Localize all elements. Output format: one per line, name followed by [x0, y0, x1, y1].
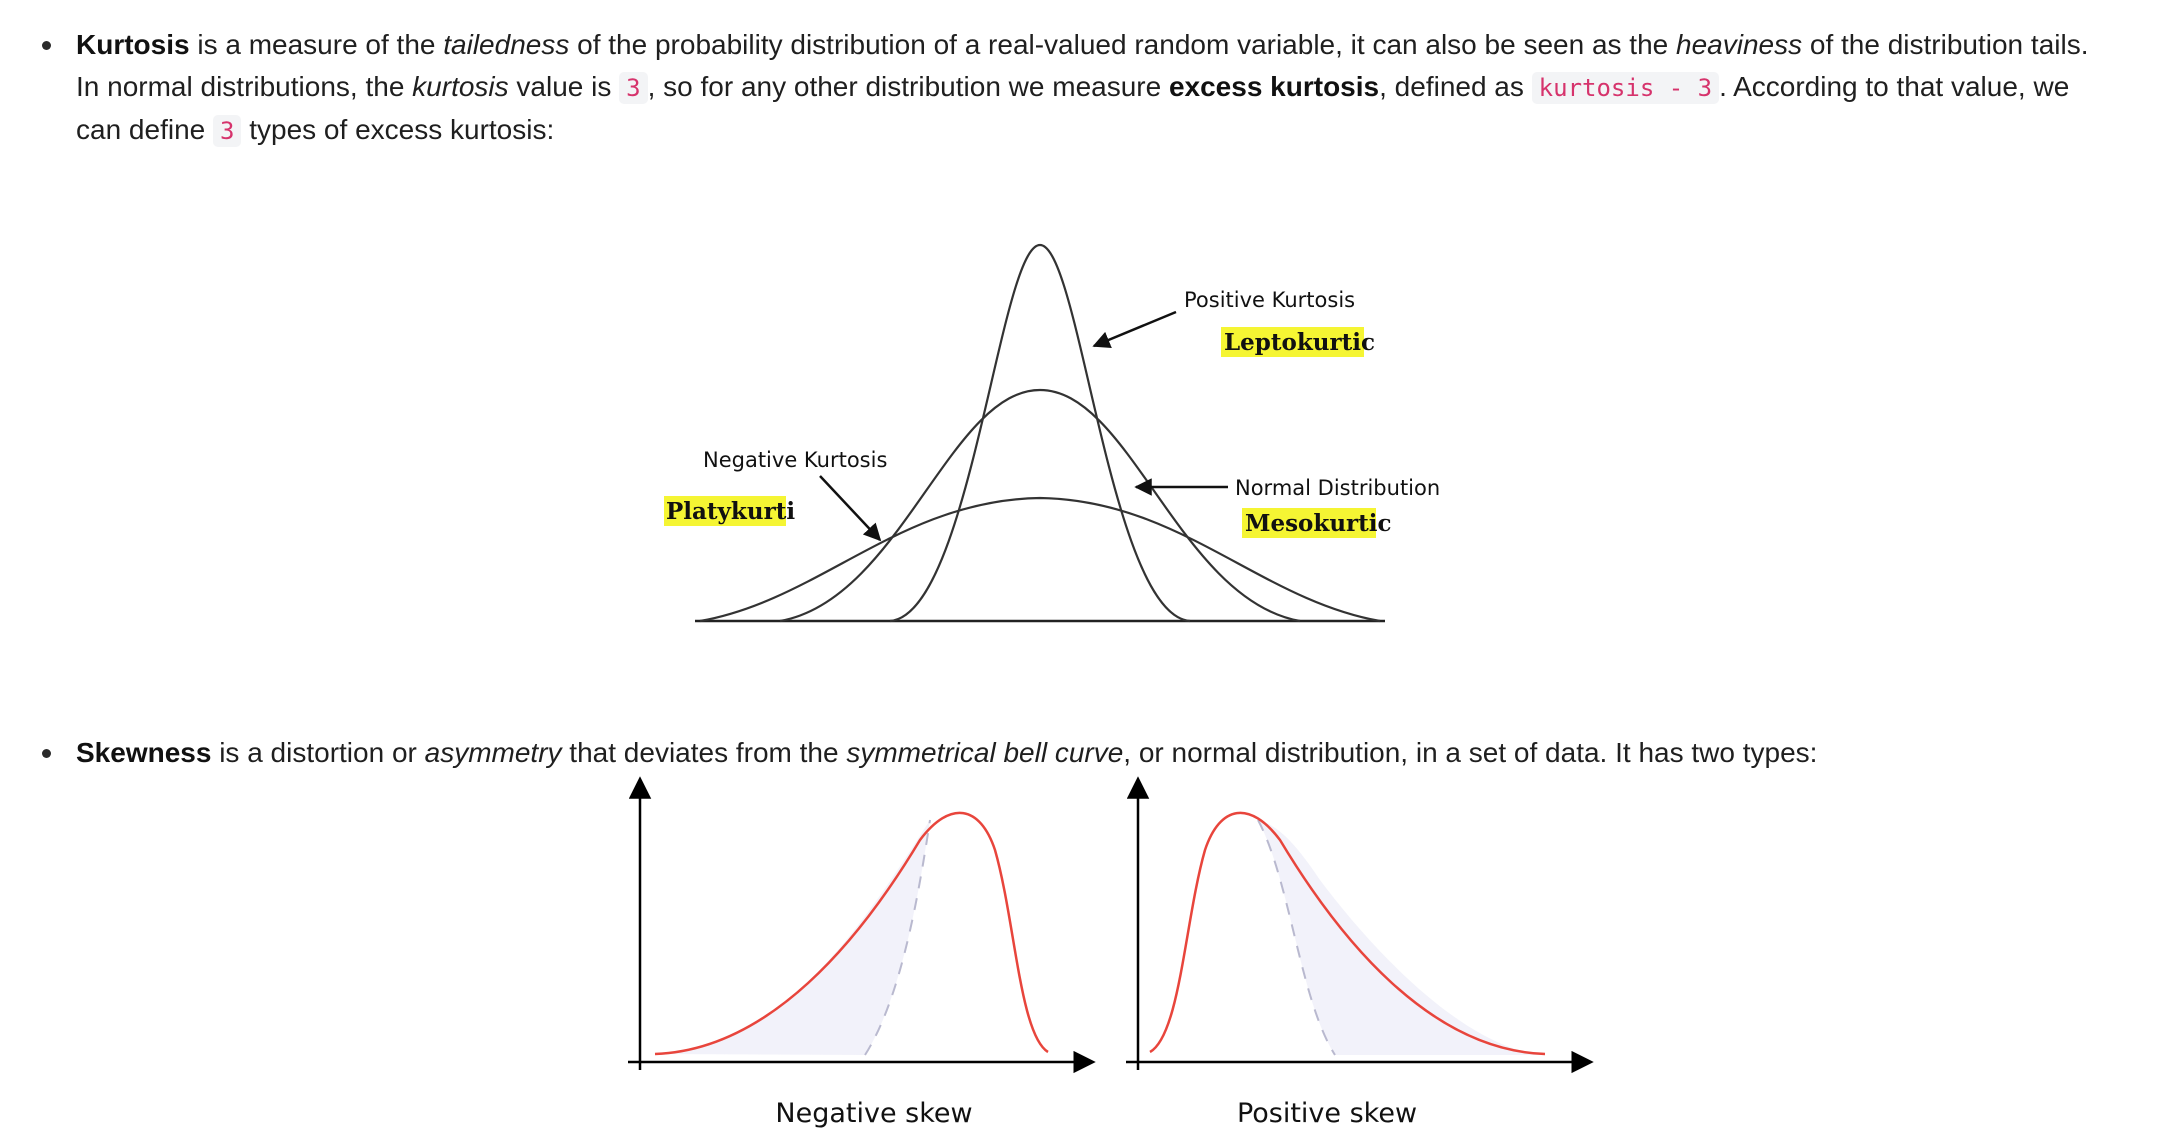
- positive-skew-chart: Positive skew: [1126, 776, 1594, 1129]
- normal-reference-curve: [1257, 819, 1336, 1056]
- platykurtic-highlight: [664, 496, 786, 526]
- kurtosis-paragraph: Kurtosis is a measure of the tailedness …: [76, 24, 2112, 152]
- inline-code-normal-kurtosis: 3: [619, 72, 648, 104]
- platykurtic-curve: [699, 496, 1381, 623]
- bullet-dot: [42, 749, 51, 758]
- emphasis-tailedness: tailedness: [443, 29, 570, 60]
- emphasis-asymmetry: asymmetry: [424, 737, 562, 768]
- text-run: that deviates from the: [561, 737, 847, 768]
- negative-skew-caption: Negative skew: [775, 1098, 972, 1129]
- emphasis-kurtosis: kurtosis: [412, 71, 509, 102]
- text-run: is a measure of the: [189, 29, 444, 60]
- inline-code-formula: kurtosis - 3: [1531, 72, 1720, 104]
- excess-kurtosis-term: excess kurtosis: [1168, 71, 1380, 102]
- negative-kurtosis-label: Negative Kurtosis: [703, 448, 887, 472]
- negative-skew-chart: Negative skew: [628, 776, 1096, 1129]
- skewness-term: Skewness: [76, 737, 212, 768]
- text-run: value is: [508, 71, 620, 102]
- text-run: , or normal distribution, in a set of da…: [1123, 737, 1818, 768]
- skewness-bullet: Skewness is a distortion or asymmetry th…: [42, 732, 2112, 802]
- text-run: is a distortion or: [211, 737, 425, 768]
- leptokurtic-highlight: [1221, 327, 1364, 357]
- kurtosis-term: Kurtosis: [76, 29, 190, 60]
- bullet-dot: [42, 41, 51, 50]
- positive-skew-caption: Positive skew: [1237, 1098, 1417, 1129]
- inline-code-type-count: 3: [213, 115, 242, 147]
- text-run: , defined as: [1379, 71, 1532, 102]
- text-run: , so for any other distribution we measu…: [647, 71, 1169, 102]
- mesokurtic-curve: [779, 388, 1301, 623]
- skewness-paragraph: Skewness is a distortion or asymmetry th…: [76, 732, 2112, 774]
- leptokurtic-label: Leptokurtic: [1224, 329, 1375, 356]
- text-run: of the distribution tails. In normal dis…: [76, 29, 2089, 102]
- normal-distribution-label: Normal Distribution: [1235, 476, 1440, 500]
- platykurtic-label: Platykurti: [666, 498, 795, 525]
- emphasis-heaviness: heaviness: [1676, 29, 1803, 60]
- mesokurtic-label: Mesokurtic: [1245, 510, 1392, 537]
- negative-skew-curve: [654, 811, 1049, 1056]
- text-run: types of excess kurtosis:: [241, 114, 555, 145]
- positive-skew-shaded-area: [1258, 820, 1545, 1055]
- negative-kurtosis-arrow: [819, 475, 882, 542]
- kurtosis-bullet: Kurtosis is a measure of the tailedness …: [42, 24, 2112, 180]
- text-run: of the probability distribution of a rea…: [569, 29, 1677, 60]
- emphasis-bell-curve: symmetrical bell curve: [846, 737, 1124, 768]
- skewness-figure: Negative skew Positive skew: [628, 776, 1594, 1129]
- normal-reference-curve: [864, 819, 931, 1056]
- positive-skew-curve: [1149, 811, 1546, 1056]
- mesokurtic-highlight: [1242, 508, 1376, 538]
- leptokurtic-curve: [889, 243, 1191, 623]
- text-run: . According to that value, we can define: [76, 71, 2070, 145]
- kurtosis-figure: Positive Kurtosis Leptokurtic Negative K…: [664, 243, 1440, 623]
- positive-kurtosis-arrow: [1092, 310, 1177, 349]
- positive-kurtosis-label: Positive Kurtosis: [1184, 288, 1355, 312]
- negative-skew-shaded-area: [655, 820, 930, 1055]
